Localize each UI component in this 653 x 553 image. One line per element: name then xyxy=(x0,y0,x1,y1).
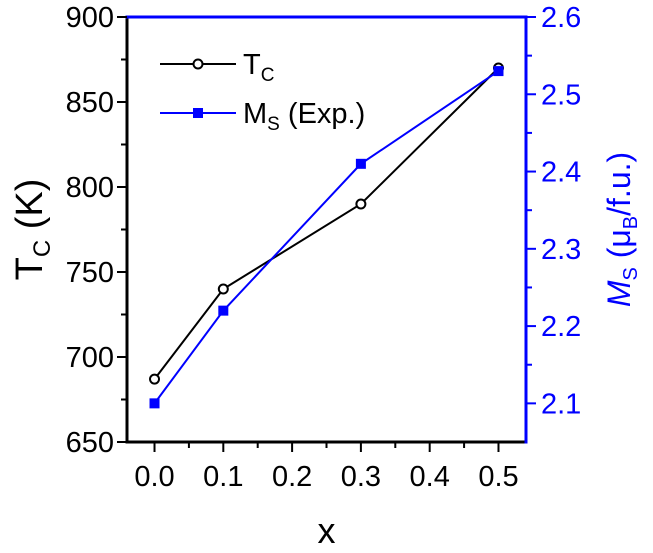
left-y-tick-label: 650 xyxy=(66,427,114,459)
legend-label-1: MS (Exp.) xyxy=(243,98,365,135)
left-y-label-sub: C xyxy=(29,240,56,257)
x-tick-label: 0.4 xyxy=(410,461,450,493)
legend-label-main: T xyxy=(243,49,261,81)
right-y-tick-label: 2.1 xyxy=(541,388,581,420)
data-point-0 xyxy=(149,373,161,385)
right-y-tick-label: 2.2 xyxy=(541,311,581,343)
right-y-label-unit-sub: B xyxy=(620,216,642,229)
left-y-tick-label: 800 xyxy=(66,172,114,204)
series-line-1 xyxy=(153,70,500,404)
right-y-label-main: M xyxy=(601,280,637,307)
x-tick-label: 0.5 xyxy=(478,461,518,493)
data-point-1 xyxy=(218,305,229,316)
data-point-1 xyxy=(355,158,366,169)
legend-marker-0 xyxy=(192,58,204,70)
left-y-label-unit: (K) xyxy=(9,179,51,240)
legend-label-sub: S xyxy=(267,114,280,135)
legend-label-main: M xyxy=(243,98,267,130)
left-y-label-main: T xyxy=(9,257,51,280)
data-point-1 xyxy=(149,398,160,409)
right-y-tick-label: 2.6 xyxy=(541,2,581,34)
x-tick-label: 0.3 xyxy=(341,461,381,493)
left-y-tick-label: 750 xyxy=(66,257,114,289)
x-tick-label: 0.1 xyxy=(203,461,243,493)
x-tick-label: 0.2 xyxy=(272,461,312,493)
data-point-1 xyxy=(493,66,504,77)
right-y-tick-label: 2.4 xyxy=(541,157,581,189)
left-y-tick-label: 900 xyxy=(66,2,114,34)
left-y-tick-label: 700 xyxy=(66,342,114,374)
series-line-0 xyxy=(153,67,500,380)
left-y-tick-label: 850 xyxy=(66,87,114,119)
right-y-axis-label: MS (μB/f.u.) xyxy=(601,152,642,307)
data-point-0 xyxy=(217,283,229,295)
x-axis-label: x xyxy=(318,510,336,548)
legend-label-sub: C xyxy=(261,65,275,86)
right-y-tick-label: 2.3 xyxy=(541,234,581,266)
legend-marker-1 xyxy=(193,108,203,118)
right-y-tick-label: 2.5 xyxy=(541,79,581,111)
right-y-label-sub: S xyxy=(620,267,642,280)
data-point-0 xyxy=(355,198,367,210)
x-tick-label: 0.0 xyxy=(134,461,174,493)
legend-label-suffix: (Exp.) xyxy=(280,98,365,130)
legend-label-0: TC xyxy=(243,49,274,86)
right-y-label-unit-close: /f.u.) xyxy=(601,152,637,216)
right-y-label-unit-open: (μ xyxy=(601,229,637,267)
left-y-axis-label: TC (K) xyxy=(9,179,56,281)
